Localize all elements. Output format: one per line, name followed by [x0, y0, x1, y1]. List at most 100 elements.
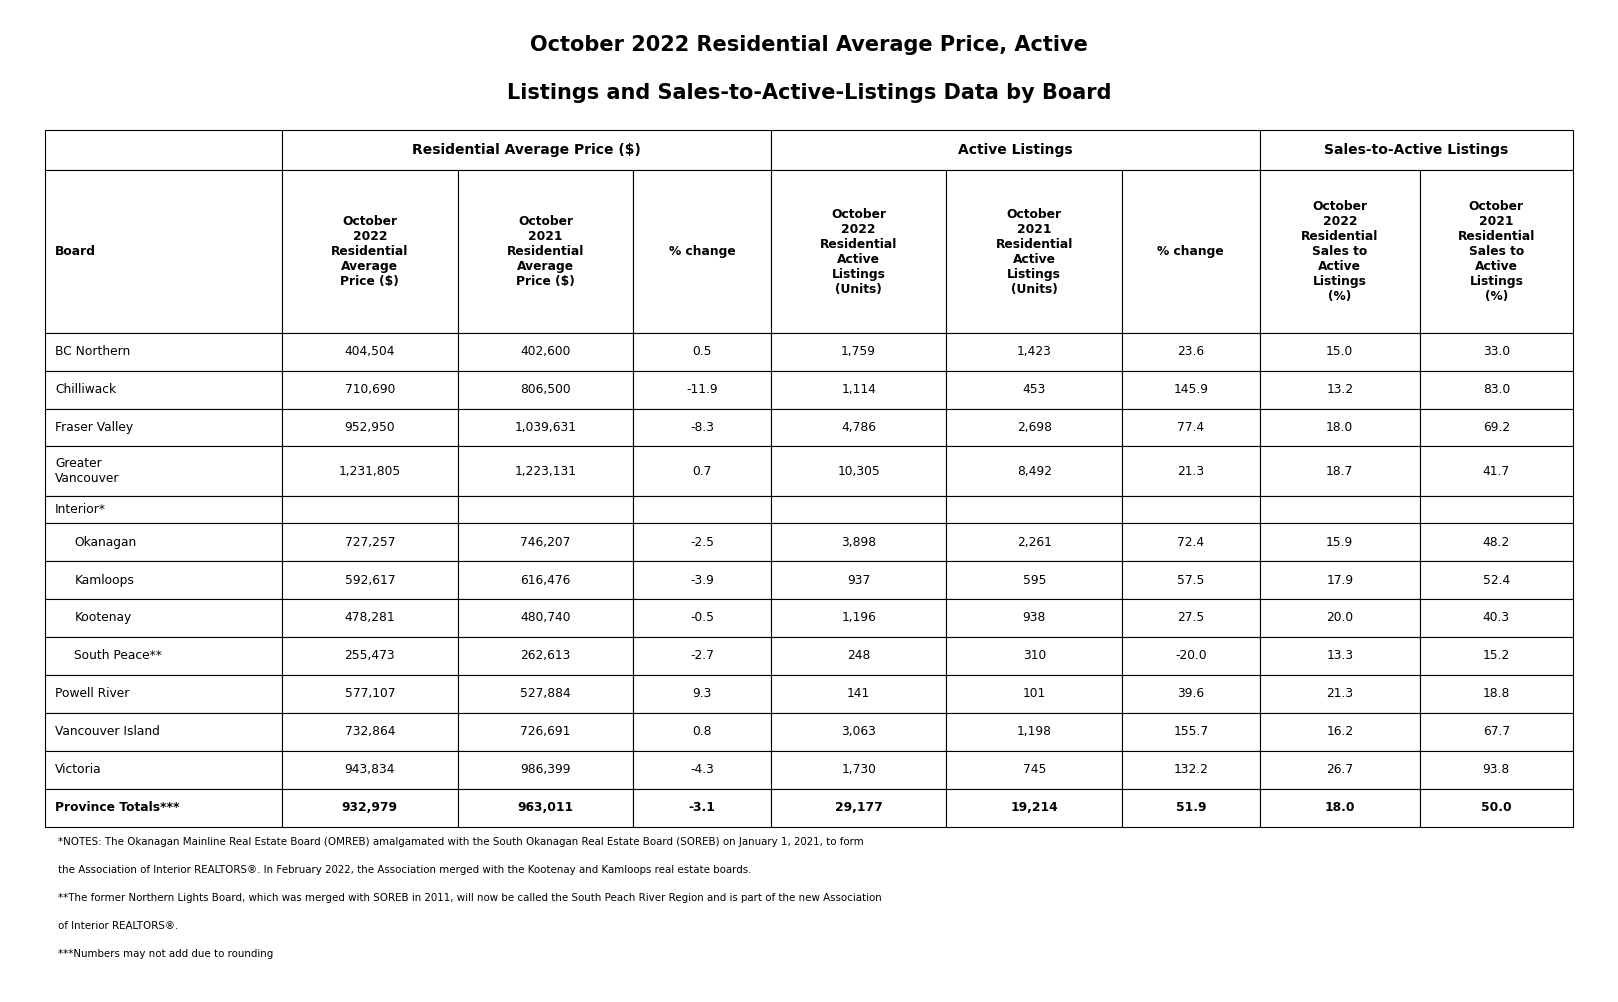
Text: -20.0: -20.0: [1175, 649, 1207, 662]
Bar: [45, 371, 282, 409]
Bar: [947, 447, 1123, 496]
Bar: [45, 409, 282, 447]
Bar: [1123, 447, 1259, 496]
Text: 40.3: 40.3: [1482, 611, 1510, 624]
Text: 595: 595: [1023, 573, 1047, 586]
Bar: [1421, 523, 1573, 561]
Bar: [1421, 750, 1573, 789]
Bar: [1123, 170, 1259, 333]
Text: October
2021
Residential
Active
Listings
(Units): October 2021 Residential Active Listings…: [995, 207, 1073, 296]
Bar: [458, 789, 633, 827]
Bar: [633, 599, 770, 637]
Bar: [770, 523, 947, 561]
Text: 39.6: 39.6: [1178, 687, 1204, 700]
Text: 18.0: 18.0: [1327, 421, 1353, 434]
Bar: [1123, 333, 1259, 371]
Bar: [458, 712, 633, 750]
Bar: [1123, 371, 1259, 409]
Bar: [282, 447, 458, 496]
Text: October
2021
Residential
Average
Price ($): October 2021 Residential Average Price (…: [506, 215, 584, 288]
Text: 453: 453: [1023, 383, 1045, 396]
Text: 52.4: 52.4: [1482, 573, 1510, 586]
Text: 1,759: 1,759: [841, 345, 875, 358]
Text: 93.8: 93.8: [1482, 764, 1510, 777]
Text: 26.7: 26.7: [1327, 764, 1353, 777]
Bar: [633, 675, 770, 712]
Text: 9.3: 9.3: [693, 687, 712, 700]
Text: Fraser Valley: Fraser Valley: [55, 421, 133, 434]
Text: of Interior REALTORS®.: of Interior REALTORS®.: [58, 921, 178, 931]
Text: October 2022 Residential Average Price, Active: October 2022 Residential Average Price, …: [531, 35, 1087, 55]
Bar: [633, 637, 770, 675]
Bar: [633, 333, 770, 371]
Bar: [45, 170, 282, 333]
Bar: [1259, 409, 1421, 447]
Bar: [1259, 371, 1421, 409]
Bar: [458, 561, 633, 599]
Bar: [45, 789, 282, 827]
Text: Kootenay: Kootenay: [74, 611, 131, 624]
Text: 746,207: 746,207: [521, 536, 571, 549]
Bar: [282, 170, 458, 333]
Text: 18.7: 18.7: [1327, 465, 1353, 478]
Bar: [1259, 333, 1421, 371]
Text: 262,613: 262,613: [521, 649, 571, 662]
Bar: [1259, 599, 1421, 637]
Text: Greater
Vancouver: Greater Vancouver: [55, 457, 120, 485]
Bar: [633, 170, 770, 333]
Text: 932,979: 932,979: [341, 802, 398, 815]
Text: -8.3: -8.3: [691, 421, 714, 434]
Bar: [1123, 409, 1259, 447]
Text: 1,114: 1,114: [841, 383, 875, 396]
Bar: [770, 333, 947, 371]
Text: 616,476: 616,476: [521, 573, 571, 586]
Bar: [282, 496, 458, 523]
Bar: [770, 750, 947, 789]
Bar: [458, 675, 633, 712]
Bar: [947, 170, 1123, 333]
Bar: [1259, 561, 1421, 599]
Bar: [1259, 170, 1421, 333]
Text: 17.9: 17.9: [1327, 573, 1353, 586]
Text: 21.3: 21.3: [1327, 687, 1353, 700]
Text: Province Totals***: Province Totals***: [55, 802, 180, 815]
Text: 0.7: 0.7: [693, 465, 712, 478]
Text: 310: 310: [1023, 649, 1045, 662]
Bar: [1123, 675, 1259, 712]
Text: 21.3: 21.3: [1178, 465, 1204, 478]
Text: Sales-to-Active Listings: Sales-to-Active Listings: [1324, 143, 1508, 157]
Bar: [770, 712, 947, 750]
Bar: [770, 599, 947, 637]
Bar: [770, 130, 1259, 170]
Text: 101: 101: [1023, 687, 1045, 700]
Text: % change: % change: [1157, 245, 1225, 258]
Bar: [1259, 637, 1421, 675]
Text: 15.0: 15.0: [1327, 345, 1353, 358]
Bar: [1259, 523, 1421, 561]
Bar: [45, 561, 282, 599]
Bar: [1123, 523, 1259, 561]
Bar: [458, 371, 633, 409]
Bar: [947, 523, 1123, 561]
Bar: [1421, 789, 1573, 827]
Bar: [282, 675, 458, 712]
Text: 72.4: 72.4: [1178, 536, 1204, 549]
Bar: [1421, 712, 1573, 750]
Bar: [1421, 675, 1573, 712]
Bar: [633, 789, 770, 827]
Bar: [45, 675, 282, 712]
Text: 0.5: 0.5: [693, 345, 712, 358]
Text: 8,492: 8,492: [1016, 465, 1052, 478]
Text: 50.0: 50.0: [1480, 802, 1511, 815]
Bar: [1421, 561, 1573, 599]
Text: 141: 141: [846, 687, 870, 700]
Bar: [1259, 447, 1421, 496]
Text: ***Numbers may not add due to rounding: ***Numbers may not add due to rounding: [58, 949, 273, 959]
Text: Active Listings: Active Listings: [958, 143, 1073, 157]
Bar: [1259, 789, 1421, 827]
Text: 29,177: 29,177: [835, 802, 882, 815]
Text: -11.9: -11.9: [686, 383, 718, 396]
Bar: [1421, 447, 1573, 496]
Text: 48.2: 48.2: [1482, 536, 1510, 549]
Text: -0.5: -0.5: [691, 611, 714, 624]
